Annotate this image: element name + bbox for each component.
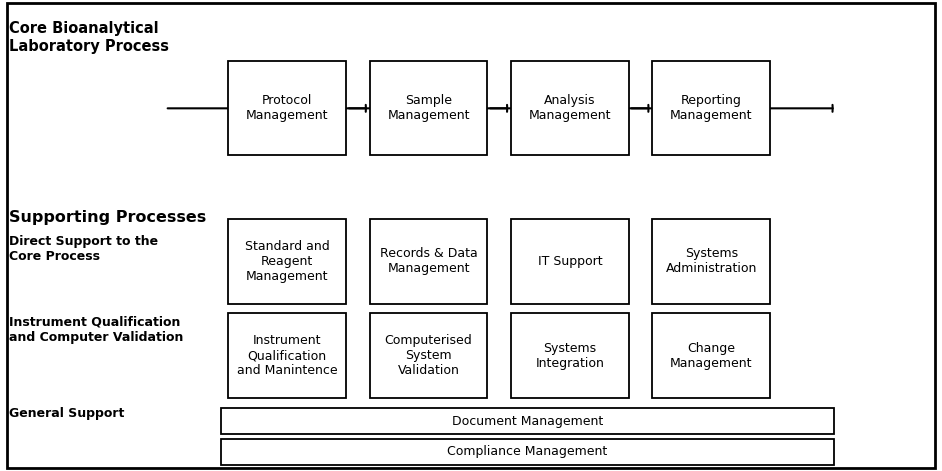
Bar <box>652 313 771 398</box>
Bar <box>228 219 347 304</box>
Text: Computerised
System
Validation: Computerised System Validation <box>384 334 473 377</box>
Text: General Support: General Support <box>9 407 124 421</box>
Bar <box>221 439 834 465</box>
Bar <box>369 219 488 304</box>
Text: Instrument
Qualification
and Manintence: Instrument Qualification and Manintence <box>237 334 337 377</box>
Bar <box>511 219 629 304</box>
Text: Supporting Processes: Supporting Processes <box>9 210 206 225</box>
Text: Analysis
Management: Analysis Management <box>528 94 611 122</box>
Text: IT Support: IT Support <box>538 255 602 268</box>
Text: Core Bioanalytical
Laboratory Process: Core Bioanalytical Laboratory Process <box>9 21 170 54</box>
Text: Systems
Administration: Systems Administration <box>665 247 757 276</box>
Bar <box>369 61 488 155</box>
Text: Standard and
Reagent
Management: Standard and Reagent Management <box>245 240 330 283</box>
Bar <box>652 219 771 304</box>
Text: Records & Data
Management: Records & Data Management <box>380 247 478 276</box>
Bar <box>369 313 488 398</box>
Text: Reporting
Management: Reporting Management <box>670 94 753 122</box>
Bar <box>228 61 347 155</box>
Text: Document Management: Document Management <box>452 415 603 428</box>
Bar <box>221 408 834 434</box>
Text: Compliance Management: Compliance Management <box>447 446 608 458</box>
Bar <box>511 61 629 155</box>
Bar <box>511 313 629 398</box>
Bar <box>228 313 347 398</box>
Text: Systems
Integration: Systems Integration <box>535 341 605 370</box>
Text: Direct Support to the
Core Process: Direct Support to the Core Process <box>9 236 158 263</box>
Bar <box>652 61 771 155</box>
Text: Protocol
Management: Protocol Management <box>246 94 329 122</box>
Text: Sample
Management: Sample Management <box>387 94 470 122</box>
Text: Instrument Qualification
and Computer Validation: Instrument Qualification and Computer Va… <box>9 316 184 343</box>
Text: Change
Management: Change Management <box>670 341 753 370</box>
